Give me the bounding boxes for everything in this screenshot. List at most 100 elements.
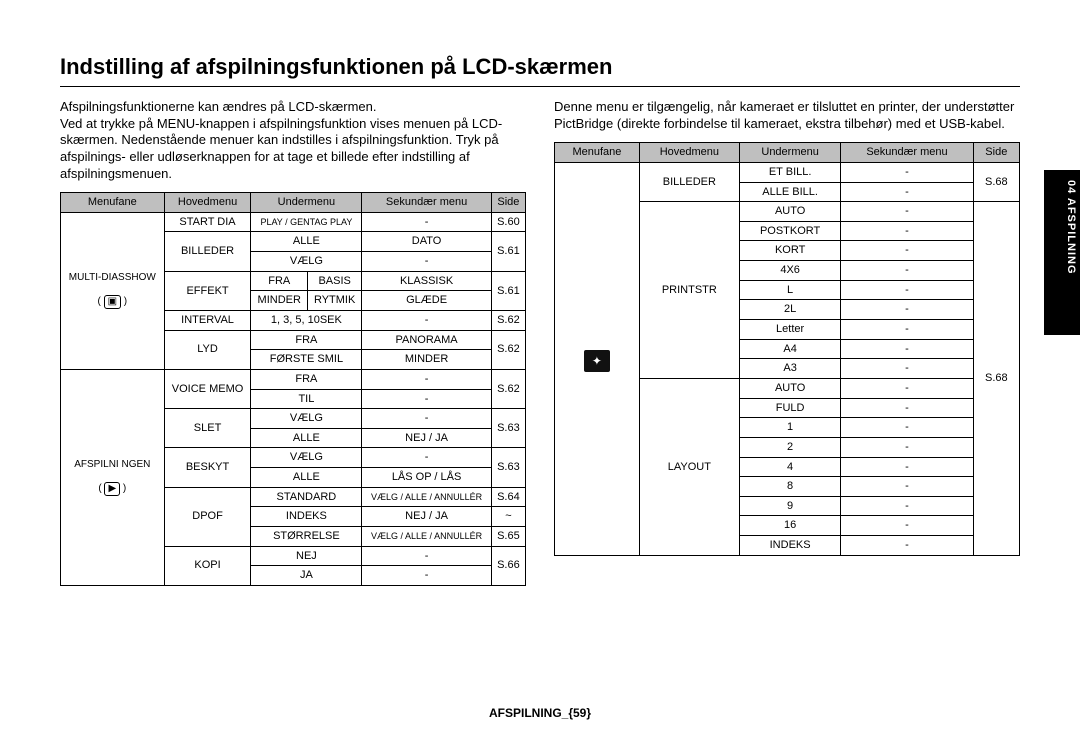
cell: - [841,261,973,281]
cell: 8 [739,477,840,497]
cell: - [841,398,973,418]
cell: VÆLG / ALLE / ANNULLÉR [362,527,492,547]
cell: - [841,418,973,438]
cell: S.68 [973,162,1019,201]
th-menufane: Menufane [61,193,165,213]
cell: FØRSTE SMIL [251,350,362,370]
cell: - [841,536,973,556]
pictbridge-icon: ✦ [584,350,610,372]
cell: S.62 [491,369,525,408]
th-undermenu: Undermenu [739,143,840,163]
cell: S.60 [491,212,525,232]
cell: - [841,359,973,379]
cell: - [841,496,973,516]
cell: EFFEKT [164,271,251,310]
right-intro: Denne menu er tilgængelig, når kameraet … [554,99,1020,132]
th-sekundaer: Sekundær menu [841,143,973,163]
cell: START DIA [164,212,251,232]
cell: GLÆDE [362,291,492,311]
cell: BASIS [307,271,361,291]
cell: PRINTSTR [639,202,739,379]
cell: - [362,409,492,429]
cell: DPOF [164,487,251,546]
cell: - [362,310,492,330]
cell: INDEKS [739,536,840,556]
cell: AUTO [739,378,840,398]
cell: - [841,378,973,398]
cell: BILLEDER [639,162,739,201]
th-sekundaer: Sekundær menu [362,193,492,213]
cell: KORT [739,241,840,261]
cell: BILLEDER [164,232,251,271]
cell: S.61 [491,232,525,271]
cell: FRA [251,271,308,291]
cell: FRA [251,369,362,389]
fane-pictbridge: ✦ [555,162,640,555]
right-menu-table: Menufane Hovedmenu Undermenu Sekundær me… [554,142,1020,555]
cell: S.68 [973,202,1019,556]
cell: JA [251,566,362,586]
cell: - [362,546,492,566]
cell: A4 [739,339,840,359]
cell: - [841,241,973,261]
cell: STØRRELSE [251,527,362,547]
cell: ALLE [251,232,362,252]
cell: - [841,280,973,300]
side-tab: 04 AFSPILNING [1044,170,1080,335]
cell: KOPI [164,546,251,585]
cell: 2L [739,300,840,320]
cell: ALLE [251,428,362,448]
left-menu-table: Menufane Hovedmenu Undermenu Sekundær me… [60,192,526,586]
cell: L [739,280,840,300]
fane1-label: MULTI-DIASSHOW [69,272,156,283]
cell: VÆLG [251,448,362,468]
title-rule [60,86,1020,87]
cell: INTERVAL [164,310,251,330]
cell: KLASSISK [362,271,492,291]
cell: S.63 [491,448,525,487]
cell: S.62 [491,330,525,369]
cell: - [841,162,973,182]
cell: - [362,448,492,468]
cell: VÆLG [251,409,362,429]
th-undermenu: Undermenu [251,193,362,213]
cell: FULD [739,398,840,418]
cell: SLET [164,409,251,448]
cell: AUTO [739,202,840,222]
cell: DATO [362,232,492,252]
cell: 1 [739,418,840,438]
th-hovedmenu: Hovedmenu [639,143,739,163]
cell: - [841,457,973,477]
cell: STANDARD [251,487,362,507]
th-side: Side [491,193,525,213]
cell: BESKYT [164,448,251,487]
cell: PLAY / GENTAG PLAY [251,212,362,232]
cell: MINDER [362,350,492,370]
cell: - [841,300,973,320]
cell: 4X6 [739,261,840,281]
cell: A3 [739,359,840,379]
cell: - [841,516,973,536]
fane-afspilningen: AFSPILNI NGEN ( ▶ ) [61,369,165,585]
cell: S.66 [491,546,525,585]
cell: PANORAMA [362,330,492,350]
cell: LYD [164,330,251,369]
cell: ALLE [251,468,362,488]
cell: - [362,212,492,232]
play-icon: ▶ [104,482,120,496]
page-footer: AFSPILNING_{59} [60,706,1020,720]
cell: TIL [251,389,362,409]
fane-multidiasshow: MULTI-DIASSHOW ( ▣ ) [61,212,165,369]
cell: ALLE BILL. [739,182,840,202]
cell: - [362,369,492,389]
cell: S.64 [491,487,525,507]
cell: 2 [739,437,840,457]
cell: INDEKS [251,507,362,527]
cell: NEJ / JA [362,428,492,448]
cell: - [841,339,973,359]
th-menufane: Menufane [555,143,640,163]
cell: Letter [739,320,840,340]
cell: - [841,221,973,241]
left-intro: Afspilningsfunktionerne kan ændres på LC… [60,99,526,182]
page-title: Indstilling af afspilningsfunktionen på … [60,54,1020,80]
